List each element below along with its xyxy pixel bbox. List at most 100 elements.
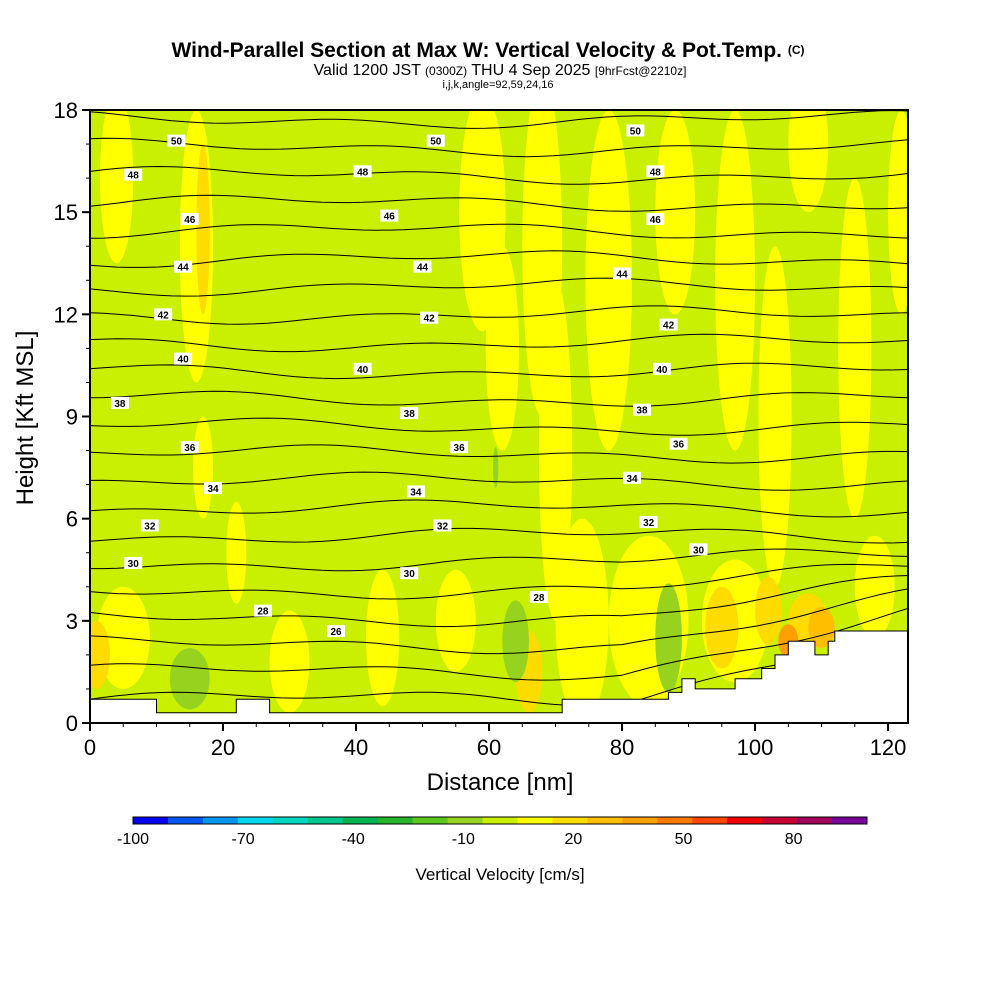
- colorbar-label: 80: [785, 831, 803, 848]
- theta-label-text: 30: [128, 559, 140, 570]
- theta-label-text: 44: [417, 263, 429, 274]
- colorbar-swatch: [202, 817, 239, 824]
- colorbar-label: -40: [342, 831, 365, 848]
- theta-label: 36: [180, 441, 199, 454]
- theta-label-text: 44: [616, 269, 628, 280]
- colorbar-swatch: [832, 817, 868, 824]
- theta-label-text: 38: [404, 409, 416, 420]
- colorbar-swatch: [307, 817, 344, 824]
- colorbar-label: 20: [565, 831, 583, 848]
- colorbar-swatch: [552, 817, 588, 824]
- theta-label-text: 50: [630, 126, 642, 137]
- colorbar-swatch: [133, 817, 169, 824]
- colorbar-swatch: [692, 817, 728, 824]
- theta-contour-line: [90, 333, 908, 353]
- theta-label-text: 42: [424, 314, 436, 325]
- theta-contour-line: [90, 444, 908, 464]
- theta-label: 42: [420, 311, 439, 325]
- velocity-feature: [705, 586, 739, 669]
- theta-label: 36: [450, 441, 469, 454]
- theta-label: 46: [380, 209, 399, 223]
- x-tick-label: 60: [477, 735, 501, 760]
- theta-label-text: 48: [128, 171, 140, 182]
- theta-contour-line: [90, 575, 908, 628]
- x-axis: 0 20 40 60 80 100 120: [84, 723, 906, 760]
- theta-contour-line: [90, 223, 908, 239]
- colorbar-label: -70: [232, 831, 255, 848]
- colorbar-label: -10: [452, 831, 475, 848]
- colorbar-swatch: [657, 817, 693, 824]
- theta-label-text: 40: [357, 365, 369, 376]
- theta-label-text: 46: [650, 215, 662, 226]
- theta-label: 44: [174, 260, 193, 274]
- x-tick-label: 100: [737, 735, 774, 760]
- theta-label: 38: [400, 407, 419, 420]
- velocity-feature: [758, 246, 792, 587]
- theta-contour-line: [90, 630, 908, 707]
- theta-contour-line: [90, 250, 908, 268]
- theta-contours: [90, 110, 908, 707]
- theta-contour-line: [90, 194, 908, 212]
- x-tick-label: 0: [84, 735, 96, 760]
- theta-label-text: 32: [437, 521, 449, 532]
- theta-label-text: 36: [184, 443, 196, 454]
- colorbar-swatch: [587, 817, 623, 824]
- velocity-feature: [169, 648, 210, 710]
- velocity-feature: [493, 447, 499, 489]
- theta-contour-line: [90, 471, 908, 491]
- theta-contour-labels: 26 28 28 30 30 30 32 32 32 34 34 34 36 36 36 38 38 38 40 40…: [110, 124, 708, 638]
- velocity-feature: [715, 110, 756, 451]
- theta-label-text: 50: [171, 137, 183, 148]
- theta-contour-line: [90, 110, 908, 129]
- colorbar-swatch: [272, 817, 309, 824]
- theta-label: 42: [659, 318, 678, 332]
- colorbar-label: 50: [675, 831, 693, 848]
- colorbar-swatch: [622, 817, 658, 824]
- theta-label: 38: [110, 396, 129, 410]
- theta-label-text: 38: [636, 406, 648, 417]
- theta-label: 38: [632, 403, 651, 417]
- theta-label-text: 28: [533, 593, 545, 604]
- velocity-feature: [193, 416, 214, 519]
- x-tick-label: 40: [344, 735, 368, 760]
- velocity-feature: [365, 569, 400, 706]
- theta-contour-line: [90, 362, 908, 380]
- colorbar-swatch: [342, 817, 379, 824]
- velocity-feature: [808, 607, 835, 649]
- velocity-feature: [854, 535, 895, 638]
- theta-label: 40: [652, 362, 671, 376]
- colorbar-swatch: [762, 817, 798, 824]
- theta-label-text: 46: [384, 212, 396, 223]
- x-tick-label: 80: [610, 735, 634, 760]
- theta-label-text: 30: [693, 545, 705, 556]
- theta-label: 26: [327, 625, 346, 638]
- theta-label: 40: [174, 352, 193, 366]
- colorbar-frame: [132, 816, 868, 825]
- colorbar-swatch: [517, 817, 553, 824]
- theta-contour-line: [90, 563, 908, 600]
- theta-label-text: 40: [656, 365, 668, 376]
- chart-valid-line: Valid 1200 JST (0300Z) THU 4 Sep 2025 [9…: [314, 62, 687, 79]
- colorbar-swatch: [797, 817, 833, 824]
- colorbar-swatch: [167, 817, 204, 824]
- velocity-feature: [435, 569, 476, 672]
- colorbar-swatch: [482, 817, 518, 824]
- theta-label-text: 44: [178, 263, 190, 274]
- theta-label: 30: [400, 567, 419, 580]
- velocity-feature: [90, 620, 110, 689]
- theta-label: 36: [669, 437, 688, 451]
- y-tick-label: 3: [66, 609, 78, 634]
- theta-label: 46: [646, 212, 665, 226]
- theta-contour-line: [90, 527, 908, 544]
- theta-contour-line: [90, 588, 908, 655]
- colorbar-swatch: [447, 817, 484, 824]
- theta-label: 44: [613, 267, 632, 280]
- theta-label: 32: [639, 516, 658, 529]
- colorbar: -100 -70 -40 -10 20 50 80: [117, 816, 868, 848]
- theta-label-text: 28: [257, 607, 269, 618]
- theta-label-text: 30: [404, 569, 416, 580]
- theta-label-text: 32: [643, 518, 655, 529]
- theta-contour-line: [90, 548, 908, 572]
- theta-label-text: 36: [454, 443, 466, 454]
